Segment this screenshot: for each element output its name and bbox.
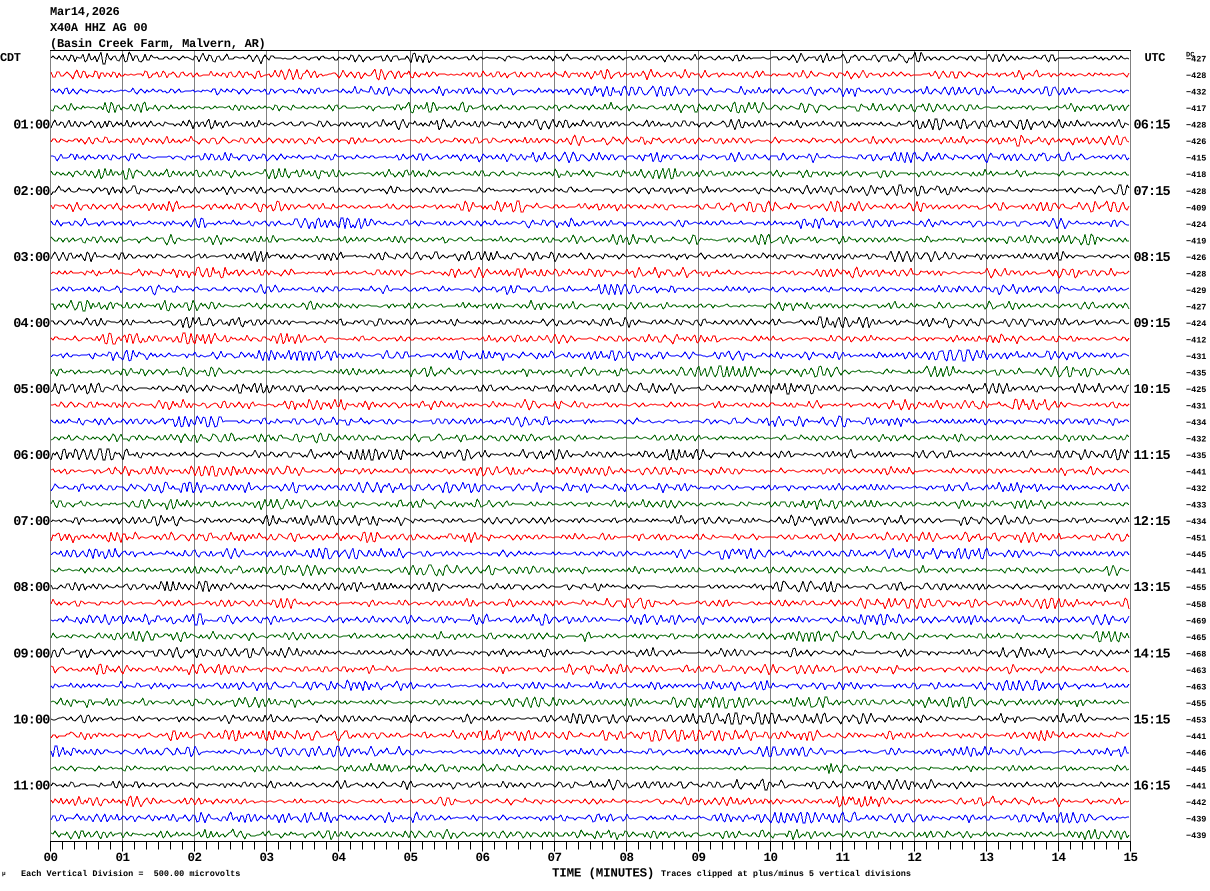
svg-text:−439: −439 <box>1186 815 1206 825</box>
svg-text:−409: −409 <box>1186 203 1206 213</box>
svg-text:14:15: 14:15 <box>1134 647 1171 662</box>
svg-text:μ: μ <box>2 870 6 877</box>
svg-text:X40A HHZ AG 00: X40A HHZ AG 00 <box>50 21 147 35</box>
svg-text:DC: DC <box>1186 52 1194 60</box>
svg-text:15:15: 15:15 <box>1134 713 1171 728</box>
svg-text:−442: −442 <box>1186 798 1206 808</box>
svg-text:−445: −445 <box>1186 550 1206 560</box>
svg-text:−419: −419 <box>1186 236 1206 246</box>
svg-text:02: 02 <box>187 851 201 865</box>
svg-text:−458: −458 <box>1186 600 1206 610</box>
svg-text:09:00: 09:00 <box>13 647 50 662</box>
svg-text:−441: −441 <box>1186 468 1206 478</box>
svg-text:10: 10 <box>763 851 777 865</box>
svg-text:−432: −432 <box>1186 435 1206 445</box>
svg-text:−432: −432 <box>1186 484 1206 494</box>
svg-text:−435: −435 <box>1186 451 1206 461</box>
svg-text:−434: −434 <box>1186 517 1206 527</box>
svg-text:11:00: 11:00 <box>13 779 50 794</box>
svg-text:−441: −441 <box>1186 781 1206 791</box>
svg-text:07: 07 <box>547 851 561 865</box>
svg-text:14: 14 <box>1051 851 1066 865</box>
svg-text:−428: −428 <box>1186 121 1206 131</box>
svg-text:−445: −445 <box>1186 765 1206 775</box>
svg-text:−429: −429 <box>1186 286 1206 296</box>
svg-text:−431: −431 <box>1186 402 1206 412</box>
svg-text:−439: −439 <box>1186 831 1206 841</box>
svg-text:−415: −415 <box>1186 154 1206 164</box>
svg-text:04: 04 <box>331 851 346 865</box>
svg-text:−463: −463 <box>1186 682 1206 692</box>
svg-text:10:00: 10:00 <box>13 713 50 728</box>
svg-text:−428: −428 <box>1186 269 1206 279</box>
svg-text:Each Vertical Division = 500.: Each Vertical Division = 500.00 microvol… <box>21 869 240 879</box>
svg-text:12:15: 12:15 <box>1134 515 1171 530</box>
svg-text:13:15: 13:15 <box>1134 581 1171 596</box>
svg-text:06: 06 <box>475 851 489 865</box>
svg-text:07:00: 07:00 <box>13 515 50 530</box>
svg-text:UTC: UTC <box>1145 51 1166 65</box>
svg-text:−424: −424 <box>1186 319 1206 329</box>
svg-text:16:15: 16:15 <box>1134 779 1171 794</box>
svg-text:−441: −441 <box>1186 732 1206 742</box>
svg-text:−453: −453 <box>1186 715 1206 725</box>
svg-text:−428: −428 <box>1186 71 1206 81</box>
svg-text:−424: −424 <box>1186 220 1206 230</box>
svg-text:05: 05 <box>403 851 417 865</box>
svg-text:−451: −451 <box>1186 534 1206 544</box>
svg-text:08: 08 <box>619 851 633 865</box>
svg-text:(Basin Creek Farm, Malvern, AR: (Basin Creek Farm, Malvern, AR) <box>50 37 266 51</box>
svg-text:01:00: 01:00 <box>13 119 50 134</box>
svg-text:09: 09 <box>691 851 705 865</box>
svg-text:15: 15 <box>1123 851 1137 865</box>
svg-text:−426: −426 <box>1186 137 1206 147</box>
svg-text:−412: −412 <box>1186 335 1206 345</box>
svg-text:05:00: 05:00 <box>13 383 50 398</box>
svg-text:08:15: 08:15 <box>1134 251 1171 266</box>
svg-text:−434: −434 <box>1186 418 1206 428</box>
svg-text:11: 11 <box>835 851 849 865</box>
svg-text:08:00: 08:00 <box>13 581 50 596</box>
svg-text:−427: −427 <box>1186 302 1206 312</box>
svg-text:−465: −465 <box>1186 633 1206 643</box>
svg-text:06:15: 06:15 <box>1134 119 1171 134</box>
svg-text:−433: −433 <box>1186 501 1206 511</box>
svg-text:−468: −468 <box>1186 649 1206 659</box>
svg-text:−432: −432 <box>1186 88 1206 98</box>
svg-text:10:15: 10:15 <box>1134 383 1171 398</box>
svg-text:−463: −463 <box>1186 666 1206 676</box>
svg-text:−428: −428 <box>1186 187 1206 197</box>
svg-text:−427: −427 <box>1186 55 1206 65</box>
svg-text:03: 03 <box>259 851 273 865</box>
svg-text:−455: −455 <box>1186 699 1206 709</box>
svg-text:06:00: 06:00 <box>13 449 50 464</box>
svg-text:Mar14,2026: Mar14,2026 <box>50 5 120 19</box>
svg-text:00: 00 <box>43 851 57 865</box>
svg-text:−431: −431 <box>1186 352 1206 362</box>
svg-text:01: 01 <box>115 851 129 865</box>
svg-text:−417: −417 <box>1186 104 1206 114</box>
svg-text:−455: −455 <box>1186 583 1206 593</box>
svg-text:CDT: CDT <box>0 51 21 65</box>
svg-text:13: 13 <box>979 851 993 865</box>
svg-text:−435: −435 <box>1186 368 1206 378</box>
svg-text:−441: −441 <box>1186 567 1206 577</box>
svg-text:12: 12 <box>907 851 921 865</box>
svg-text:−446: −446 <box>1186 748 1206 758</box>
svg-text:04:00: 04:00 <box>13 317 50 332</box>
svg-text:−425: −425 <box>1186 385 1206 395</box>
svg-text:07:15: 07:15 <box>1134 185 1171 200</box>
svg-text:03:00: 03:00 <box>13 251 50 266</box>
svg-text:−426: −426 <box>1186 253 1206 263</box>
svg-text:−469: −469 <box>1186 616 1206 626</box>
svg-text:TIME (MINUTES): TIME (MINUTES) <box>552 867 654 881</box>
svg-text:02:00: 02:00 <box>13 185 50 200</box>
svg-text:11:15: 11:15 <box>1134 449 1171 464</box>
svg-text:09:15: 09:15 <box>1134 317 1171 332</box>
svg-text:Traces clipped at plus/minus 5: Traces clipped at plus/minus 5 vertical … <box>661 869 911 879</box>
svg-text:−418: −418 <box>1186 170 1206 180</box>
